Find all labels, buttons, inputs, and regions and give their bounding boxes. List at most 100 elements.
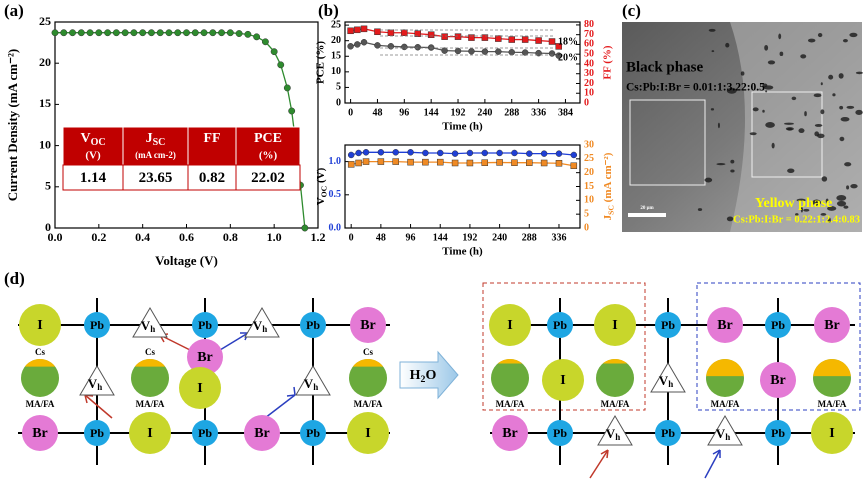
reagent-sub: 2 <box>421 374 426 385</box>
marker <box>422 158 429 166</box>
ion-label: Pb <box>306 426 320 440</box>
x-axis-label: Time (h) <box>442 121 483 133</box>
sem-spot <box>817 133 825 139</box>
cation <box>21 359 59 397</box>
y-tick-label: 50 <box>584 49 594 60</box>
sem-spot <box>800 54 807 59</box>
ion <box>547 420 573 446</box>
y-axis-label: VOC (V) <box>315 167 329 205</box>
ion-label: I <box>560 373 565 388</box>
y-tick-label: 15 <box>584 181 594 192</box>
marker <box>526 150 533 157</box>
cation <box>491 359 529 397</box>
ion-label: Br <box>824 318 840 333</box>
vacancy-label: Vh <box>659 373 673 389</box>
table-value: 23.65 <box>139 170 173 186</box>
sem-spot <box>838 73 844 79</box>
sem-spot <box>796 198 806 202</box>
sem-spot <box>767 60 776 65</box>
ion <box>655 420 681 446</box>
table-header-unit: (%) <box>259 150 278 162</box>
marker <box>360 39 368 46</box>
y-tick-label: 25 <box>331 19 341 30</box>
ion <box>594 304 636 346</box>
sem-spot <box>800 207 803 213</box>
sem-spot <box>765 122 775 128</box>
cation-cs <box>24 359 56 367</box>
marker <box>441 33 448 40</box>
sem-spot <box>765 90 768 93</box>
y-tick-label: 0 <box>584 222 589 233</box>
marker <box>235 30 243 37</box>
marker <box>526 159 533 166</box>
sem-spot <box>764 44 769 51</box>
panel-label: (b) <box>318 1 339 20</box>
x-tick-label: 48 <box>376 232 386 243</box>
table-header-unit: (mA cm-2) <box>135 150 176 160</box>
y-tick-label: 10 <box>584 88 594 99</box>
x-tick-label: 0 <box>349 232 354 243</box>
table-header: PCE <box>254 131 282 146</box>
table-header: FF <box>203 131 220 146</box>
ion-label: Br <box>197 350 213 365</box>
sem-spot <box>855 71 863 75</box>
marker <box>354 41 361 48</box>
marker <box>414 30 421 37</box>
sem-label: Cs:Pb:I:Br = 0.01:1:3.22:0.5 <box>626 82 765 94</box>
vacancy-main: V <box>659 373 669 388</box>
y-tick-label: 20 <box>331 35 341 46</box>
sem-spot <box>850 184 858 189</box>
table-header-main: FF <box>203 131 220 146</box>
sem-spot <box>813 93 822 98</box>
vacancy-label: Vh <box>716 426 730 442</box>
sem-label: Black phase <box>626 59 703 75</box>
y-tick-label: 60 <box>584 39 594 50</box>
y-axis-label-sub: OC <box>319 186 328 198</box>
vacancy-sub: h <box>97 382 102 392</box>
annotation: 18% <box>558 36 578 47</box>
sem-image <box>622 22 862 232</box>
y-tick-label: 25 <box>584 153 594 164</box>
sem-spot <box>846 105 855 109</box>
marker <box>441 47 448 54</box>
x-tick-label: 96 <box>406 232 416 243</box>
marker <box>535 37 542 44</box>
marker <box>165 29 173 37</box>
y2-axis-label: FF (%) <box>602 45 614 79</box>
y-tick-label: 25 <box>39 14 51 28</box>
vacancy-main: V <box>304 376 314 391</box>
x-tick-label: 0.0 <box>48 230 63 244</box>
y-axis-label-rest: (V) <box>315 167 327 185</box>
marker <box>427 31 435 38</box>
sem-spot <box>740 71 745 76</box>
sem-spot <box>843 205 849 209</box>
series-line <box>351 151 574 156</box>
marker <box>261 38 269 46</box>
sem-spot <box>730 169 735 173</box>
ion <box>547 312 573 338</box>
cation-label: MA/FA <box>601 399 630 409</box>
vacancy-label: Vh <box>304 376 318 392</box>
ion <box>707 307 743 343</box>
marker <box>540 159 548 167</box>
vacancy-label: Vh <box>88 376 102 392</box>
vacancy <box>244 307 280 338</box>
x-axis-label: Time (h) <box>442 246 483 258</box>
ion <box>655 312 681 338</box>
marker <box>226 29 234 37</box>
ion <box>129 412 171 454</box>
marker <box>570 151 578 159</box>
sem-spot <box>771 142 775 149</box>
ion-label: Pb <box>771 318 785 332</box>
marker <box>374 42 381 49</box>
marker <box>77 29 85 37</box>
x-tick-label: 336 <box>551 232 566 243</box>
marker <box>355 159 362 167</box>
sem-spot <box>725 42 730 48</box>
x-tick-label: 336 <box>531 107 546 118</box>
marker <box>555 52 562 59</box>
y-tick-label: 0 <box>584 97 589 108</box>
x-tick-label: 0.4 <box>135 230 150 244</box>
marker <box>60 29 68 37</box>
sem-spot <box>798 128 805 134</box>
